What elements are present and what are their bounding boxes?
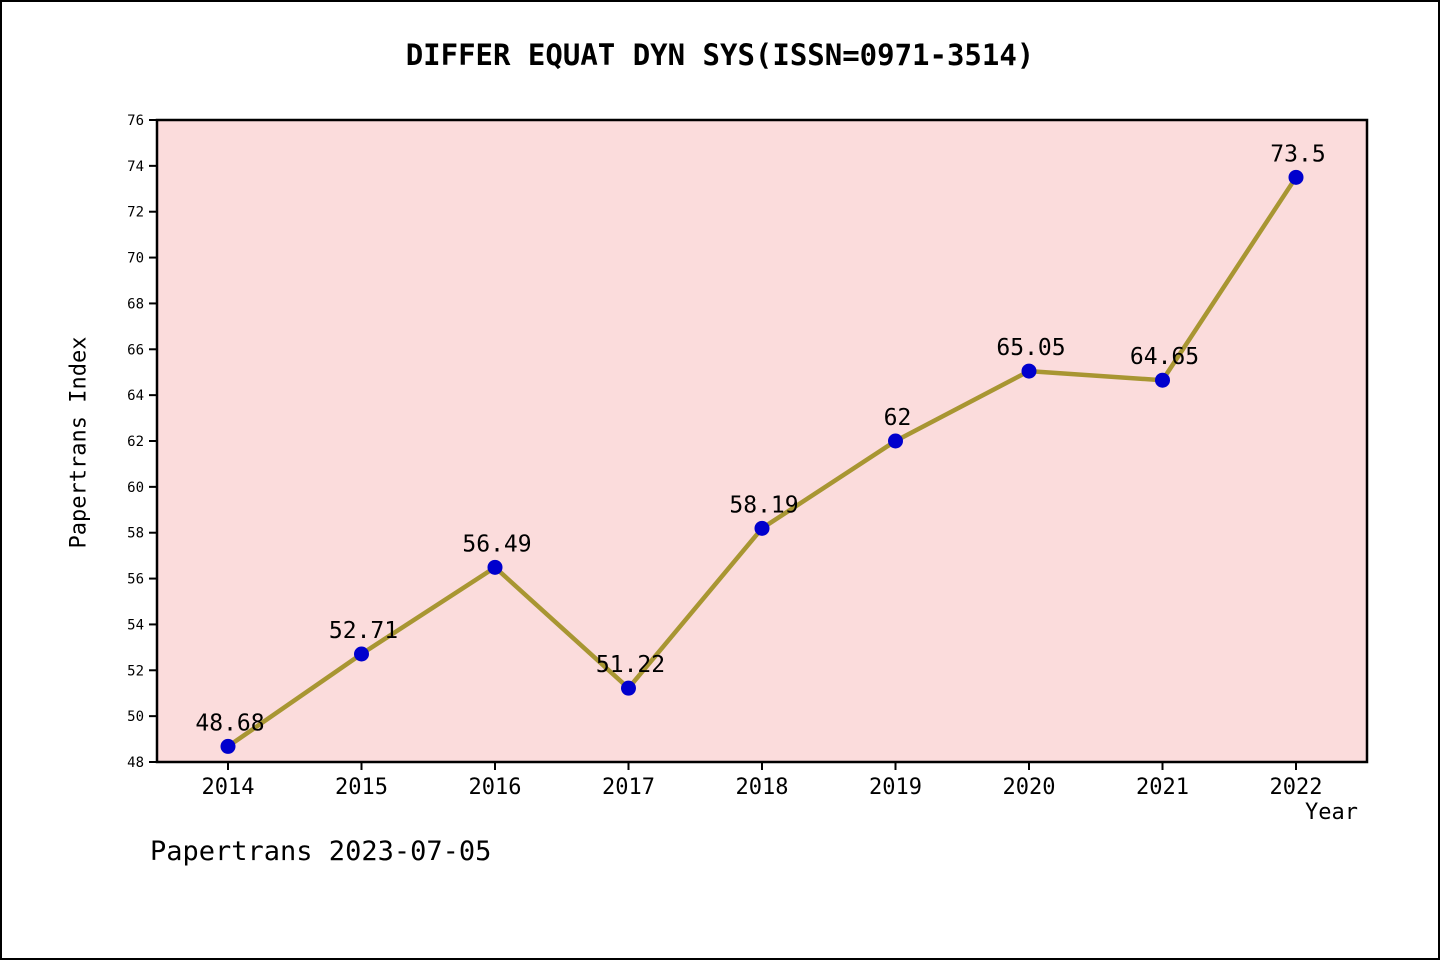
y-tick-label-70: 70 — [127, 251, 144, 267]
x-axis-label: Year — [1305, 800, 1358, 825]
data-point-label-2015: 52.71 — [329, 618, 398, 644]
data-point-2015 — [354, 646, 369, 662]
y-tick-label-60: 60 — [127, 480, 144, 496]
y-axis-label: Papertrans Index — [66, 336, 92, 549]
y-tick-label-68: 68 — [127, 296, 144, 312]
x-tick-label-2015: 2015 — [335, 775, 388, 800]
data-point-label-2020: 65.05 — [996, 335, 1065, 361]
x-tick-label-2017: 2017 — [602, 775, 655, 800]
y-tick-label-76: 76 — [127, 113, 144, 129]
x-tick-label-2022: 2022 — [1270, 775, 1323, 800]
x-tick-label-2018: 2018 — [736, 775, 789, 800]
data-point-2020 — [1021, 363, 1037, 379]
data-point-2021 — [1155, 372, 1170, 388]
data-point-2019 — [888, 433, 903, 449]
y-tick-label-48: 48 — [127, 755, 144, 771]
data-point-2018 — [754, 520, 770, 536]
data-point-2014 — [220, 738, 236, 754]
x-tick-label-2019: 2019 — [869, 775, 922, 800]
y-tick-label-66: 66 — [127, 342, 144, 358]
data-point-label-2019: 62 — [884, 405, 912, 431]
data-point-label-2014: 48.68 — [195, 710, 264, 736]
data-point-2022 — [1288, 169, 1304, 185]
x-tick-label-2021: 2021 — [1136, 775, 1189, 800]
data-point-label-2017: 51.22 — [596, 652, 665, 678]
x-tick-label-2016: 2016 — [469, 775, 522, 800]
x-tick-label-2014: 2014 — [202, 775, 255, 800]
plot-background — [157, 120, 1367, 762]
y-tick-label-56: 56 — [127, 572, 144, 588]
y-tick-label-64: 64 — [127, 388, 144, 404]
data-point-label-2018: 58.19 — [729, 492, 798, 518]
y-tick-label-74: 74 — [127, 159, 144, 175]
y-tick-label-58: 58 — [127, 526, 144, 542]
data-point-label-2021: 64.65 — [1130, 344, 1199, 370]
y-tick-label-50: 50 — [127, 709, 144, 725]
data-point-label-2016: 56.49 — [462, 531, 531, 557]
x-tick-label-2020: 2020 — [1003, 775, 1056, 800]
y-tick-label-54: 54 — [127, 617, 144, 633]
footer-note: Papertrans 2023-07-05 — [150, 836, 492, 867]
plot-border — [155, 118, 1369, 764]
y-tick-label-62: 62 — [127, 434, 144, 450]
data-point-label-2022: 73.5 — [1270, 141, 1325, 167]
y-tick-label-72: 72 — [127, 205, 144, 221]
data-point-2017 — [621, 680, 636, 696]
data-point-2016 — [487, 559, 503, 575]
chart-title: DIFFER EQUAT DYN SYS(ISSN=0971-3514) — [405, 38, 1035, 72]
y-tick-label-52: 52 — [127, 663, 144, 679]
